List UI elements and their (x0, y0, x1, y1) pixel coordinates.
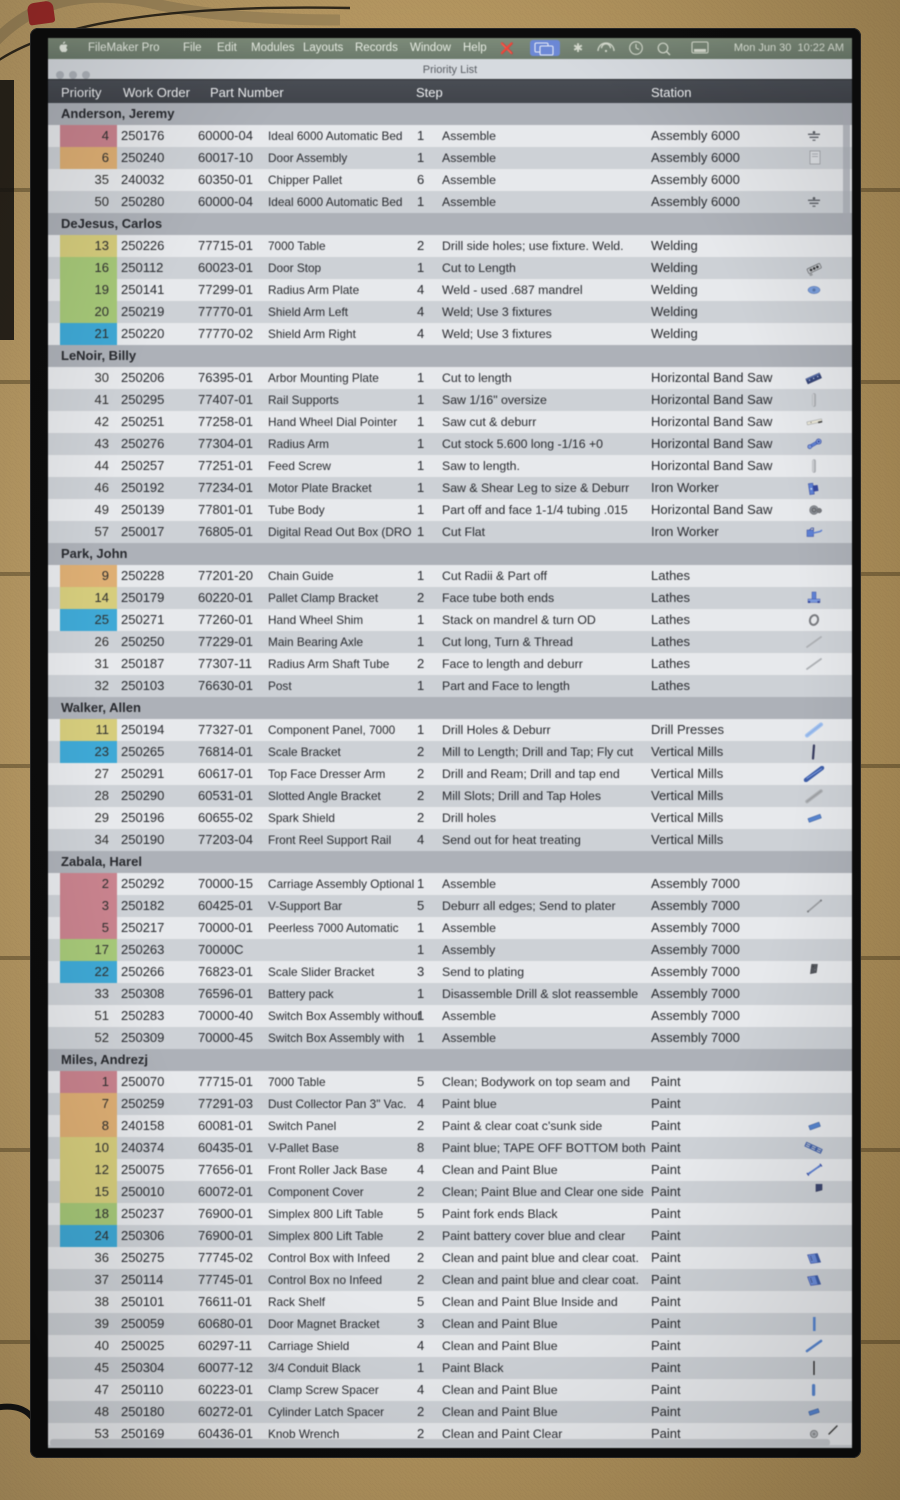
svg-text:❌: ❌ (500, 42, 514, 55)
svg-text:✱: ✱ (573, 41, 583, 55)
